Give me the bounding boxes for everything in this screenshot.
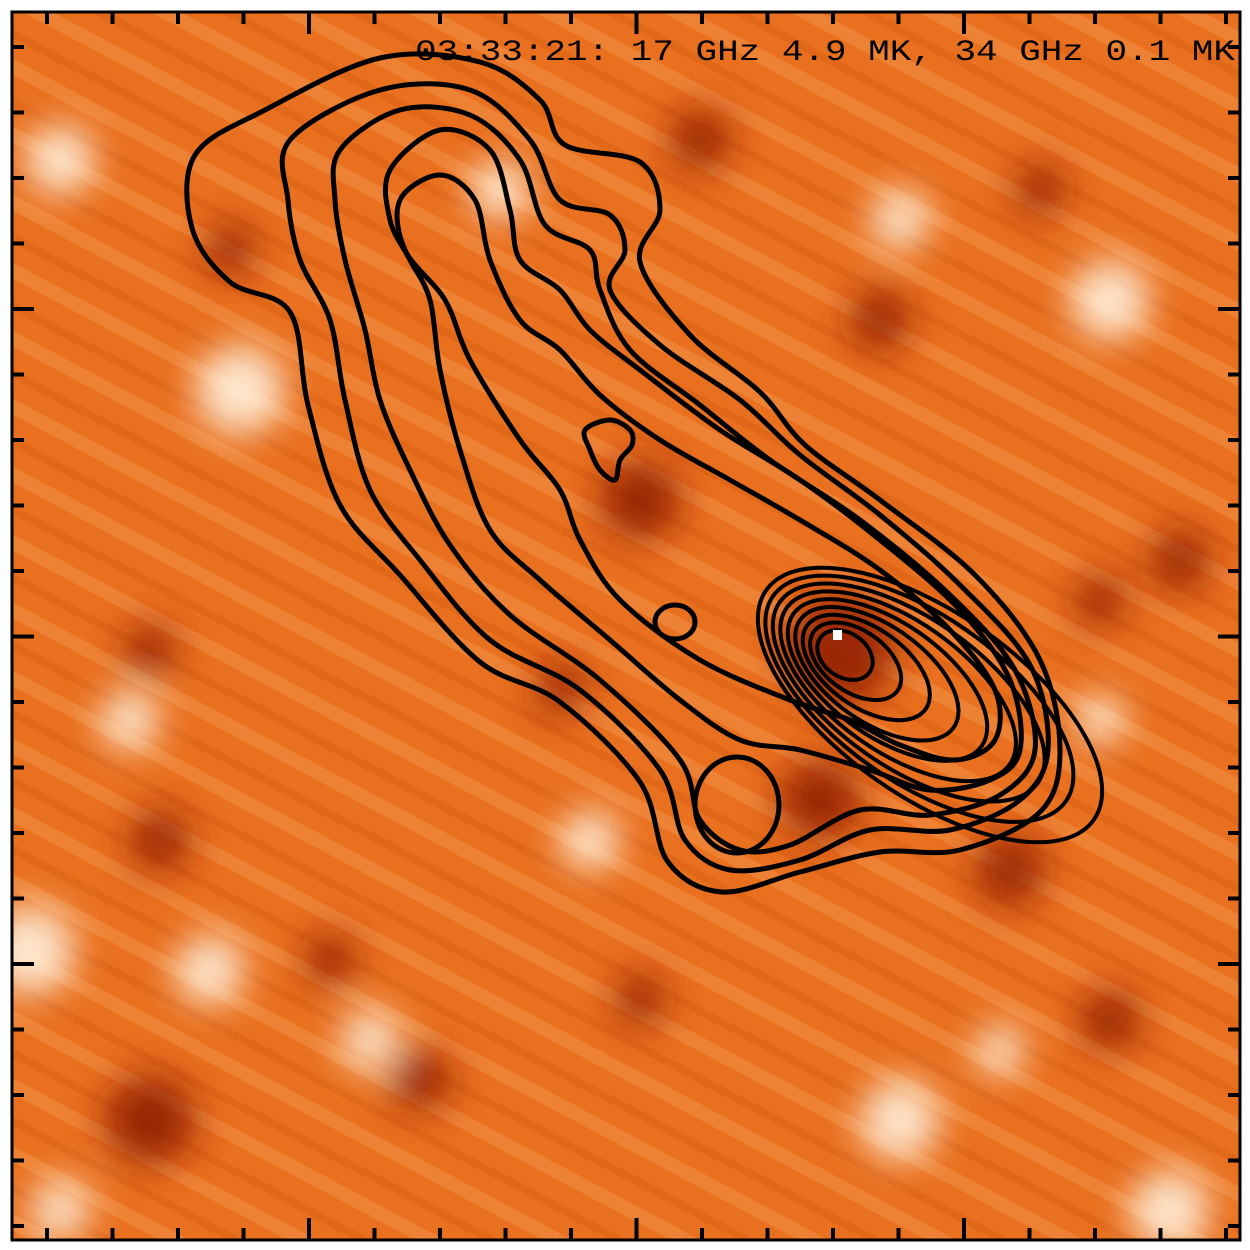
dark-spot [105,1075,195,1165]
contour [184,51,1063,895]
bright-spot [25,125,95,195]
bright-spot [195,345,285,435]
dark-spot [1080,990,1140,1050]
contour [785,597,990,763]
contour [793,605,961,743]
frame [10,10,1242,1242]
dark-spot [1015,165,1065,215]
bright-spot [860,1080,940,1160]
contour [394,172,1003,763]
map-label: 03:33:21: 17 GHz 4.9 MK, 34 GHz 0.1 MK [415,36,1235,70]
contour [763,573,1076,824]
contour [279,81,1051,874]
dark-spot [615,975,665,1025]
dark-spot [1150,530,1210,590]
bright-spot [30,1180,90,1240]
bright-spot [1075,695,1125,745]
contour [692,754,782,856]
contour [808,620,904,702]
bright-spot [1070,260,1150,340]
bright-spot [12,905,75,995]
dark-spot [390,1050,450,1110]
dark-spot [125,625,175,675]
peak-marker [833,630,842,640]
bright-spot [175,935,245,1005]
bright-spot [1130,1170,1210,1240]
bright-spot [100,690,160,750]
contour [652,602,698,642]
contour [770,581,1047,804]
dark-spot [130,810,190,870]
contour [800,612,932,723]
contour [815,628,875,682]
dark-spot [205,225,255,275]
dark-spot [670,110,730,170]
bright-spot [340,1010,400,1070]
dark-spot [305,935,355,985]
contour [581,417,636,483]
dark-spot [975,835,1045,905]
contour [778,589,1018,784]
bright-spot [560,810,620,870]
dark-spot [600,460,680,540]
dark-spot [850,290,910,350]
bright-spot [975,1025,1025,1075]
dark-spot [535,665,585,715]
contour [755,565,1105,845]
ticks [12,12,1240,1240]
map-image [12,12,1240,1240]
contours [184,51,1105,895]
bright-spot [870,190,930,250]
bright-spot [470,160,530,220]
dark-spot [1075,575,1125,625]
